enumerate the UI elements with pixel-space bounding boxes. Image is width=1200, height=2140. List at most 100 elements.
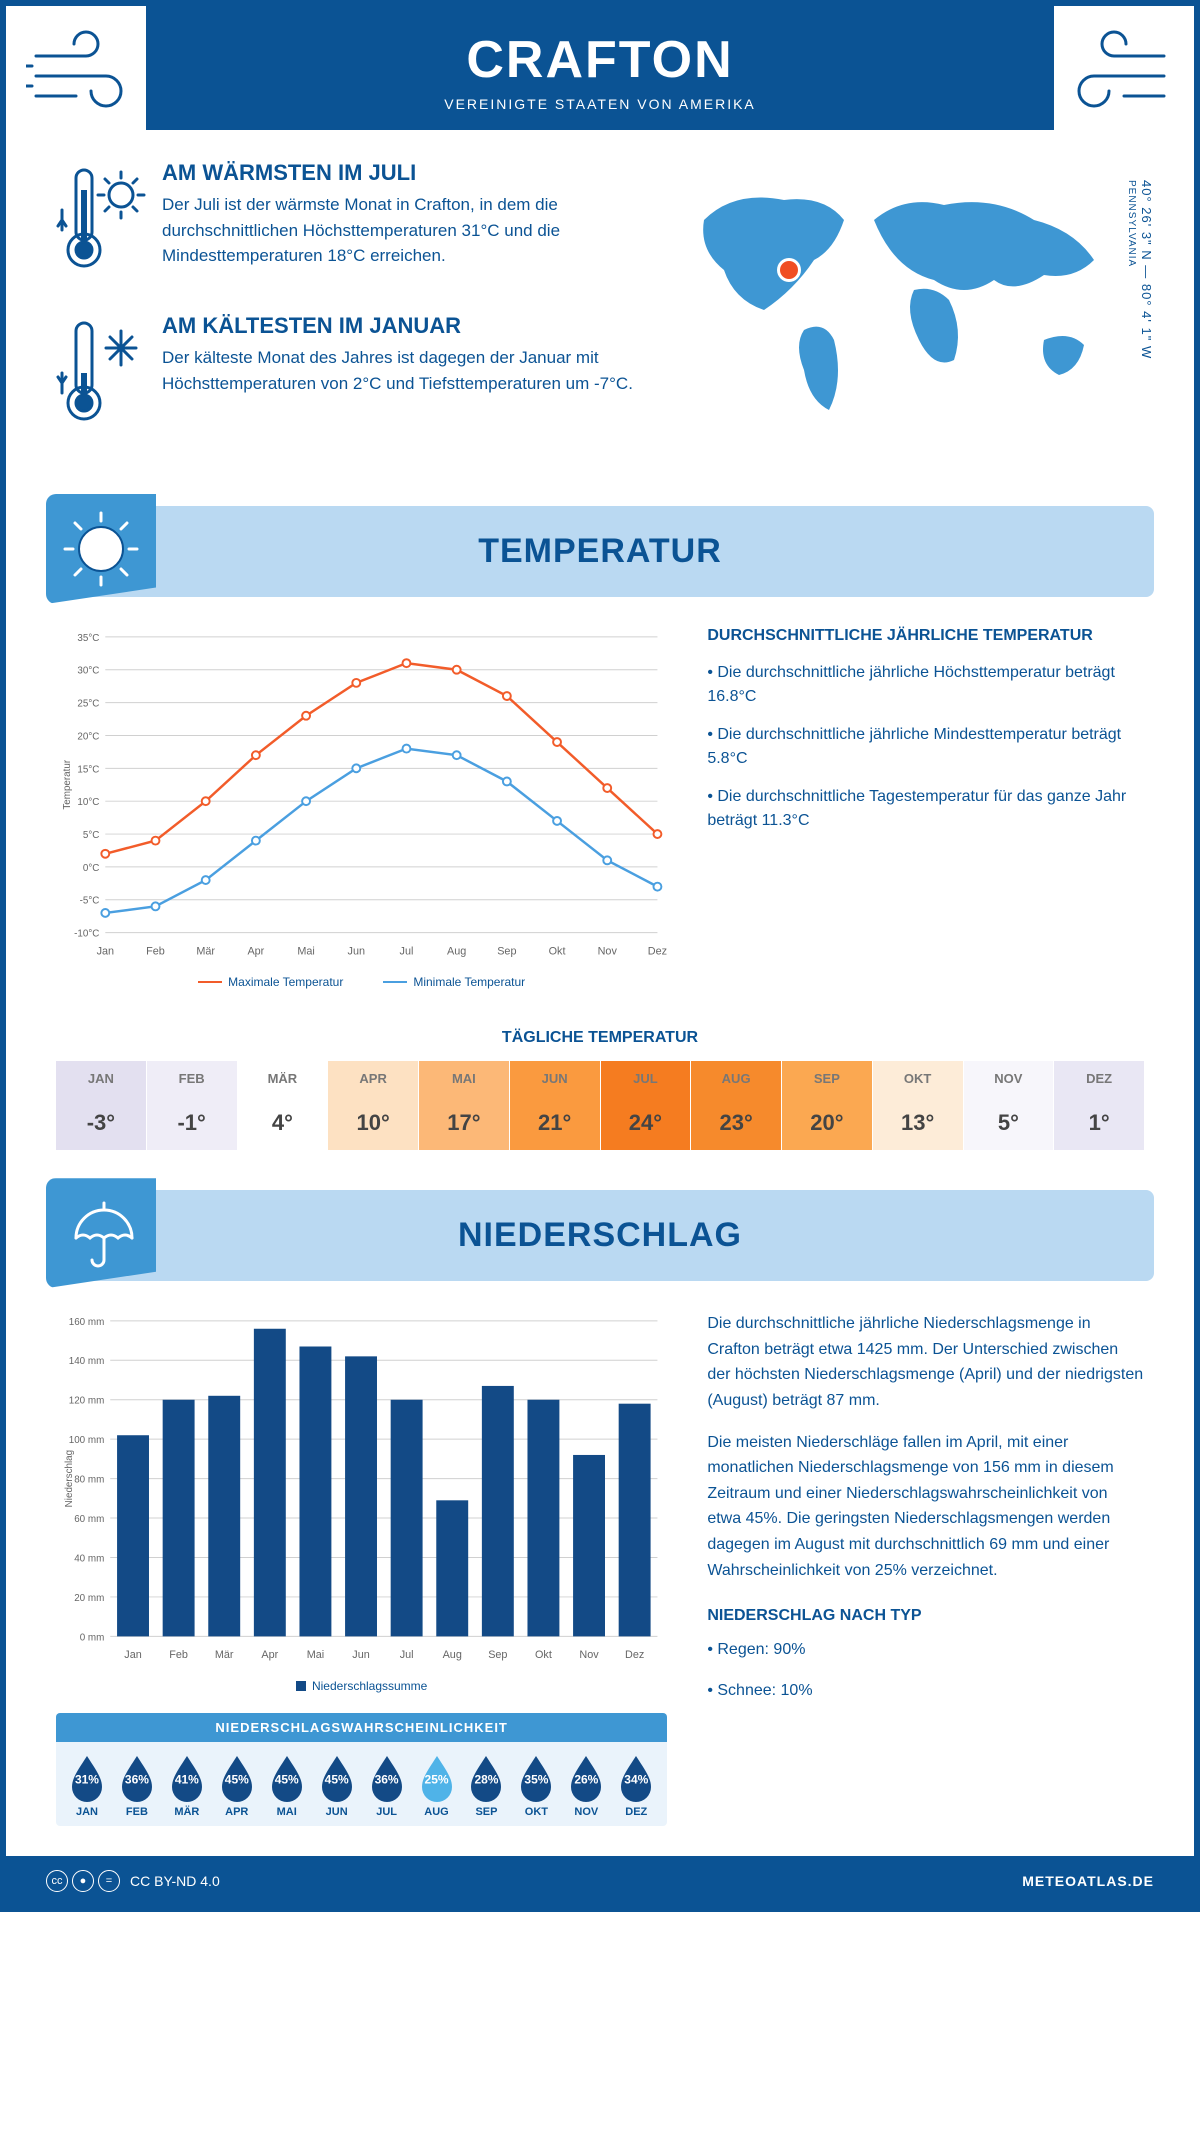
svg-text:5°C: 5°C bbox=[83, 830, 100, 841]
legend-precip: Niederschlagssumme bbox=[312, 1679, 427, 1693]
prob-cell: 25%AUG bbox=[412, 1754, 462, 1818]
prob-cell: 45%APR bbox=[212, 1754, 262, 1818]
prob-cell: 45%MAI bbox=[262, 1754, 312, 1818]
nd-icon: = bbox=[98, 1870, 120, 1892]
svg-text:Sep: Sep bbox=[497, 945, 516, 957]
cc-icon: cc bbox=[46, 1870, 68, 1892]
svg-text:Dez: Dez bbox=[648, 945, 667, 957]
prob-cell: 35%OKT bbox=[511, 1754, 561, 1818]
fact-warm-text: Der Juli ist der wärmste Monat in Crafto… bbox=[162, 192, 634, 269]
svg-text:140 mm: 140 mm bbox=[69, 1356, 105, 1367]
by-icon: ● bbox=[72, 1870, 94, 1892]
infographic-page: CRAFTON VEREINIGTE STAATEN VON AMERIKA A… bbox=[0, 0, 1200, 1912]
svg-text:60 mm: 60 mm bbox=[74, 1514, 104, 1525]
svg-text:Temperatur: Temperatur bbox=[62, 759, 73, 810]
fact-cold-text: Der kälteste Monat des Jahres ist dagege… bbox=[162, 345, 634, 396]
temp-bullet-1: • Die durchschnittliche jährliche Höchst… bbox=[707, 661, 1144, 709]
legend-min: Minimale Temperatur bbox=[413, 975, 525, 989]
svg-text:Aug: Aug bbox=[443, 1649, 462, 1661]
svg-text:Jan: Jan bbox=[124, 1649, 141, 1661]
prob-cell: 26%NOV bbox=[561, 1754, 611, 1818]
fact-warm-title: AM WÄRMSTEN IM JULI bbox=[162, 160, 634, 186]
svg-text:25°C: 25°C bbox=[77, 699, 99, 710]
svg-text:160 mm: 160 mm bbox=[69, 1317, 105, 1328]
precip-type-heading: NIEDERSCHLAG NACH TYP bbox=[707, 1603, 1144, 1629]
coord-lon: 80° 4' 1" W bbox=[1139, 284, 1154, 359]
thermometer-cold-icon bbox=[56, 313, 146, 438]
section-title-precip: NIEDERSCHLAG bbox=[46, 1216, 1154, 1255]
footer: cc ● = CC BY-ND 4.0 METEOATLAS.DE bbox=[6, 1856, 1194, 1906]
svg-text:Sep: Sep bbox=[488, 1649, 507, 1661]
cc-icons: cc ● = bbox=[46, 1870, 120, 1892]
precipitation-bar-chart: 0 mm20 mm40 mm60 mm80 mm100 mm120 mm140 … bbox=[56, 1311, 667, 1826]
svg-text:35°C: 35°C bbox=[77, 633, 99, 644]
intro-row: AM WÄRMSTEN IM JULI Der Juli ist der wär… bbox=[6, 130, 1194, 486]
svg-text:40 mm: 40 mm bbox=[74, 1554, 104, 1565]
temp-bullet-3: • Die durchschnittliche Tagestemperatur … bbox=[707, 785, 1144, 833]
temperature-text: DURCHSCHNITTLICHE JÄHRLICHE TEMPERATUR •… bbox=[707, 627, 1144, 989]
prob-cell: 31%JAN bbox=[62, 1754, 112, 1818]
world-map: 40° 26' 3" N — 80° 4' 1" W PENNSYLVANIA bbox=[664, 160, 1144, 466]
svg-text:15°C: 15°C bbox=[77, 764, 99, 775]
temperature-row: -10°C-5°C0°C5°C10°C15°C20°C25°C30°C35°CJ… bbox=[6, 627, 1194, 1009]
svg-text:Nov: Nov bbox=[579, 1649, 599, 1661]
svg-text:30°C: 30°C bbox=[77, 666, 99, 677]
svg-text:Nov: Nov bbox=[598, 945, 618, 957]
daily-cell: JUL24° bbox=[601, 1061, 692, 1150]
daily-cell: MAI17° bbox=[419, 1061, 510, 1150]
svg-text:Jul: Jul bbox=[400, 1649, 414, 1661]
svg-text:100 mm: 100 mm bbox=[69, 1435, 105, 1446]
page-title: CRAFTON bbox=[146, 30, 1054, 90]
footer-site: METEOATLAS.DE bbox=[1022, 1873, 1154, 1889]
daily-cell: FEB-1° bbox=[147, 1061, 238, 1150]
svg-text:Feb: Feb bbox=[169, 1649, 188, 1661]
svg-text:Mai: Mai bbox=[297, 945, 314, 957]
svg-text:Jul: Jul bbox=[400, 945, 414, 957]
daily-cell: OKT13° bbox=[873, 1061, 964, 1150]
prob-cell: 28%SEP bbox=[462, 1754, 512, 1818]
umbrella-icon bbox=[46, 1178, 156, 1288]
svg-text:-10°C: -10°C bbox=[74, 929, 99, 940]
wind-icon-left bbox=[26, 26, 146, 126]
prob-cell: 41%MÄR bbox=[162, 1754, 212, 1818]
coord-region: PENNSYLVANIA bbox=[1126, 180, 1137, 267]
section-title-temp: TEMPERATUR bbox=[46, 532, 1154, 571]
svg-text:20 mm: 20 mm bbox=[74, 1593, 104, 1604]
daily-cell: JUN21° bbox=[510, 1061, 601, 1150]
svg-text:-5°C: -5°C bbox=[80, 896, 100, 907]
page-subtitle: VEREINIGTE STAATEN VON AMERIKA bbox=[146, 96, 1054, 112]
prob-cell: 45%JUN bbox=[312, 1754, 362, 1818]
header: CRAFTON VEREINIGTE STAATEN VON AMERIKA bbox=[146, 6, 1054, 130]
daily-temp-title: TÄGLICHE TEMPERATUR bbox=[6, 1029, 1194, 1047]
svg-text:Okt: Okt bbox=[549, 945, 566, 957]
precip-type-2: • Schnee: 10% bbox=[707, 1678, 1144, 1704]
prob-cell: 36%FEB bbox=[112, 1754, 162, 1818]
fact-coldest: AM KÄLTESTEN IM JANUAR Der kälteste Mona… bbox=[56, 313, 634, 438]
prob-cell: 36%JUL bbox=[362, 1754, 412, 1818]
daily-cell: JAN-3° bbox=[56, 1061, 147, 1150]
prob-title: NIEDERSCHLAGSWAHRSCHEINLICHKEIT bbox=[56, 1713, 667, 1742]
coordinates: 40° 26' 3" N — 80° 4' 1" W PENNSYLVANIA bbox=[1124, 180, 1154, 359]
precipitation-probability: NIEDERSCHLAGSWAHRSCHEINLICHKEIT 31%JAN36… bbox=[56, 1713, 667, 1826]
facts-column: AM WÄRMSTEN IM JULI Der Juli ist der wär… bbox=[56, 160, 634, 466]
prob-cell: 34%DEZ bbox=[611, 1754, 661, 1818]
svg-text:Aug: Aug bbox=[447, 945, 466, 957]
svg-text:20°C: 20°C bbox=[77, 731, 99, 742]
precip-legend: Niederschlagssumme bbox=[56, 1679, 667, 1693]
footer-license: cc ● = CC BY-ND 4.0 bbox=[46, 1870, 220, 1892]
svg-text:Mär: Mär bbox=[196, 945, 215, 957]
precipitation-row: 0 mm20 mm40 mm60 mm80 mm100 mm120 mm140 … bbox=[6, 1311, 1194, 1856]
section-bar-niederschlag: NIEDERSCHLAG bbox=[46, 1190, 1154, 1281]
temp-bullet-2: • Die durchschnittliche jährliche Mindes… bbox=[707, 723, 1144, 771]
precip-p2: Die meisten Niederschläge fallen im Apri… bbox=[707, 1430, 1144, 1584]
daily-cell: AUG23° bbox=[691, 1061, 782, 1150]
svg-text:Feb: Feb bbox=[146, 945, 165, 957]
precipitation-text: Die durchschnittliche jährliche Niedersc… bbox=[707, 1311, 1144, 1826]
svg-text:Jan: Jan bbox=[97, 945, 114, 957]
temperature-line-chart: -10°C-5°C0°C5°C10°C15°C20°C25°C30°C35°CJ… bbox=[56, 627, 667, 989]
license-text: CC BY-ND 4.0 bbox=[130, 1873, 220, 1889]
svg-text:Niederschlag: Niederschlag bbox=[64, 1450, 75, 1507]
svg-text:Mär: Mär bbox=[215, 1649, 234, 1661]
temp-text-heading: DURCHSCHNITTLICHE JÄHRLICHE TEMPERATUR bbox=[707, 627, 1144, 645]
svg-text:Mai: Mai bbox=[307, 1649, 324, 1661]
